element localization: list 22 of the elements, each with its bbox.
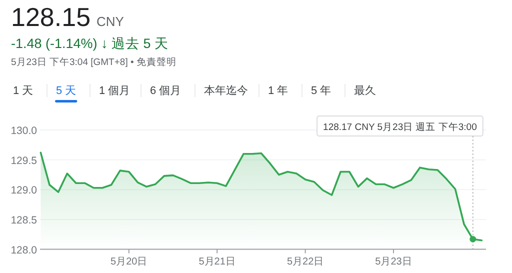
text: 6 個月: [150, 85, 182, 97]
text: 5 天: [56, 85, 76, 97]
text: 5 年: [311, 85, 332, 97]
x-tick-label: 5月21日: [198, 256, 236, 268]
chart-subtitle: -1.48 (-1.14%) ↓ 過去 5 天: [11, 36, 169, 51]
chart-title: 128.15: [11, 2, 91, 32]
y-tick-label: 128.0: [10, 244, 38, 256]
text: 5月23日 下午3:04 [GMT+8] • 免責聲明: [11, 56, 176, 68]
y-tick-label: 129.5: [10, 154, 38, 167]
x-tick-label: 5月22日: [286, 256, 324, 268]
text: 1 天: [13, 85, 34, 97]
text: 本年迄今: [204, 84, 248, 97]
y-tick-label: 128.5: [10, 214, 38, 226]
text: 1 年: [268, 85, 288, 97]
text: 1 個月: [99, 85, 130, 97]
x-tick-label: 5月20日: [110, 256, 148, 268]
annotation: 128.17 CNY 5月23日 週五 下午3:00: [323, 121, 477, 133]
text: 最久: [354, 85, 376, 97]
y-tick-label: 129.0: [10, 184, 38, 197]
x-tick-label: 5月23日: [375, 256, 412, 268]
text: CNY: [96, 14, 124, 29]
y-tick-label: 130.0: [10, 125, 38, 137]
